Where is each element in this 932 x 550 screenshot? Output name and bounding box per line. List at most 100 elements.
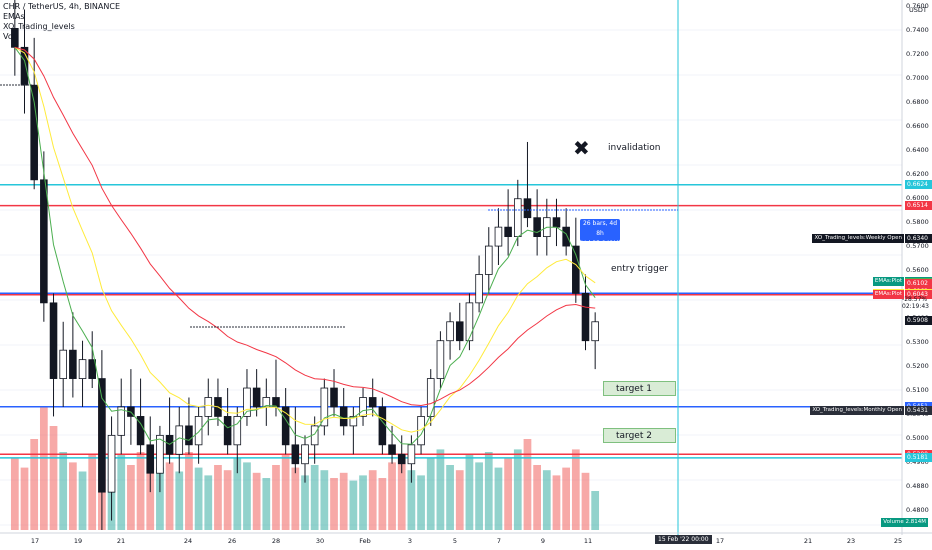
volume-bar [397,454,406,530]
candle-body [359,397,367,417]
volume-bar [426,458,435,530]
candle-body [175,425,184,455]
volume-bar [233,458,242,530]
volume-bar [494,467,503,530]
candle-body [494,226,503,247]
volume-bar [165,462,174,530]
price-tick: 0.5600 [906,266,929,274]
candle-body [30,84,38,181]
volume-bar [49,426,58,530]
price-tick: 0.7400 [906,26,929,34]
candle-body [533,217,541,238]
candle-body [484,245,493,275]
candle-body [562,226,570,247]
volume-bar [281,454,290,530]
volume-bar [475,462,483,530]
price-tick: 0.7000 [906,74,929,82]
volume-bar [465,454,474,530]
candle-body [552,217,561,228]
volume-bar [291,467,300,530]
candle-body [320,387,329,427]
volume-bar [504,458,512,530]
candle-body [49,302,58,379]
candlesticks [11,0,599,530]
last-price-details: -28.57% 02:19:43 [902,296,929,310]
price-tick: 0.6800 [906,98,929,106]
ema-line [14,46,596,433]
volume-bar [301,475,309,530]
time-tick: 17 [30,537,40,545]
volume-bar [30,439,39,530]
candle-body [426,378,435,417]
volume-bar [78,471,87,530]
ema-lines [14,46,596,445]
target-2-label: target 2 [616,431,652,441]
volume-bar [484,452,493,530]
volume-tag-value: 2.814M [905,519,927,525]
candle-body [252,387,261,408]
time-tick: 24 [183,537,193,545]
volume-bar [10,458,19,530]
volume-bars [10,400,600,530]
price-tag: 0.5908 [905,315,932,325]
volume-bar [204,475,213,530]
target-1-box[interactable]: target 1 [603,381,676,396]
candle-body [581,292,590,342]
volume-bar [310,465,319,530]
volume-bar [59,452,68,530]
candle-body [88,359,96,379]
candle-body [591,321,599,342]
volume-bar [146,458,155,530]
candle-body [330,387,338,408]
volume-bar [552,475,561,530]
target-2-box[interactable]: target 2 [603,428,676,443]
candle-body [378,406,387,446]
volume-bar [262,478,271,530]
candle-body [233,416,242,446]
price-tag: 0.6340 [905,234,932,243]
candle-body [69,349,77,379]
volume-bar [581,472,590,530]
indicator-volume[interactable]: Vol [3,32,15,41]
price-tick: 0.4800 [906,506,929,514]
price-tick: 0.5300 [906,338,929,346]
time-tick: 17 [715,537,725,545]
volume-bar [571,449,580,530]
price-change-pct: -28.57% [902,296,928,303]
price-tick: 0.6600 [906,122,929,130]
volume-bar [591,491,600,530]
price-tick: 0.4880 [906,482,929,490]
ema-line [14,46,596,407]
ema-line [14,47,596,445]
candle-body [194,416,203,446]
volume-bar [88,454,97,530]
indicator-xo-trading-levels[interactable]: XO_Trading_levels [3,22,75,31]
volume-bar [320,470,329,530]
invalidation-label: invalidation [608,143,661,153]
time-tick: 26 [227,537,237,545]
candle-body [339,406,348,427]
volume-bar [272,465,280,530]
volume-bar [542,470,551,530]
candle-body [78,359,87,379]
bar-countdown: 02:19:43 [902,303,929,310]
candle-body [504,226,512,238]
currency-label: USDT [909,6,927,14]
indicator-emas[interactable]: EMAs [3,12,25,21]
candle-body [349,416,358,427]
price-tag: 0.5181 [905,453,932,463]
volume-bar [194,467,203,530]
candle-body [156,434,164,474]
target-1-label: target 1 [616,384,652,394]
volume-bar [368,470,377,530]
price-tick: 0.5700 [906,242,929,250]
volume-bar [436,449,445,530]
volume-bar [127,465,135,530]
candle-body [146,444,155,474]
time-tick: 15 Feb '22 00:00 [655,535,712,544]
price-tag: 0.6043 [905,290,932,300]
indicator-tag: EMAs:Plot [872,290,904,300]
candle-body [301,444,309,465]
price-tag: 0.6102 [905,279,932,289]
